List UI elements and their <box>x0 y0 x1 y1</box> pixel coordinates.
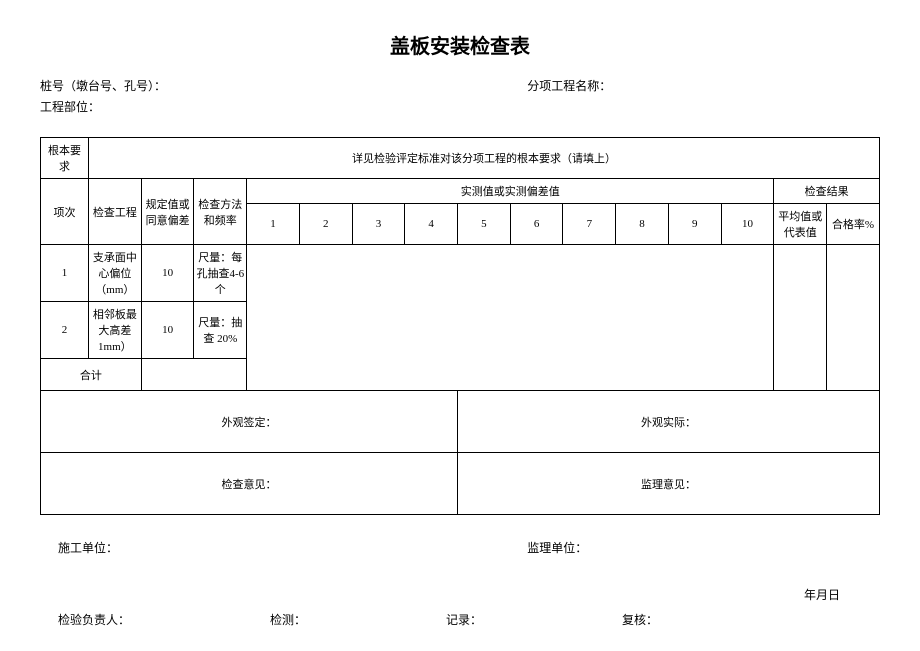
header-row-group: 项次 检查工程 规定值或同意偏差 检查方法和频率 实测值或实测偏差值 检查结果 <box>41 179 880 204</box>
empty-cell <box>141 359 194 391</box>
cell-spec: 10 <box>141 302 194 359</box>
requirement-row: 根本要求 详见检验评定标准对该分项工程的根本要求（请填上） <box>41 138 880 179</box>
col-measured-group: 实测值或实测偏差值 <box>247 179 774 204</box>
req-text: 详见检验评定标准对该分项工程的根本要求（请填上） <box>89 138 880 179</box>
table-row: 1 支承面中心偏位（mm） 10 尺量：每孔抽查4-6 个 <box>41 245 880 302</box>
cell-method: 尺量：抽查 20% <box>194 302 247 359</box>
review-label: 复核： <box>622 611 658 628</box>
col-n9: 9 <box>668 204 721 245</box>
check-opinion-cell: 检查意见： <box>41 453 458 515</box>
sign-cell: 外观签定： <box>41 391 458 453</box>
col-n2: 2 <box>299 204 352 245</box>
detect-label: 检测： <box>270 611 306 628</box>
units-row: 施工单位： 监理单位： <box>40 539 880 556</box>
cell-content: 相邻板最大高差1mm） <box>89 302 142 359</box>
dept-label: 工程部位： <box>40 98 880 115</box>
date-label: 年月日 <box>804 586 840 603</box>
header-row-1: 桩号（墩台号、孔号）： 分项工程名称： <box>40 77 880 94</box>
cell-content: 支承面中心偏位（mm） <box>89 245 142 302</box>
col-item: 项次 <box>41 179 89 245</box>
col-n4: 4 <box>405 204 458 245</box>
col-n7: 7 <box>563 204 616 245</box>
col-n3: 3 <box>352 204 405 245</box>
empty-cell <box>194 359 247 391</box>
cell-no: 1 <box>41 245 89 302</box>
responsible-label: 检验负责人： <box>58 611 130 628</box>
signature-line: 检验负责人： 检测： 记录： 复核： <box>40 611 880 628</box>
col-avg: 平均值或代表值 <box>774 204 827 245</box>
col-n10: 10 <box>721 204 774 245</box>
col-n5: 5 <box>458 204 511 245</box>
date-row: 年月日 <box>40 586 880 603</box>
col-n6: 6 <box>510 204 563 245</box>
supervise-opinion-cell: 监理意见： <box>458 453 880 515</box>
col-content: 检查工程 <box>89 179 142 245</box>
supervise-unit: 监理单位： <box>527 539 880 556</box>
subproj-label: 分项工程名称： <box>527 77 880 94</box>
cell-no: 2 <box>41 302 89 359</box>
measured-area <box>247 245 774 391</box>
record-label: 记录： <box>446 611 482 628</box>
avg-area <box>774 245 827 391</box>
actual-cell: 外观实际： <box>458 391 880 453</box>
cell-method: 尺量：每孔抽查4-6 个 <box>194 245 247 302</box>
opinion-row: 检查意见： 监理意见： <box>41 453 880 515</box>
pile-label: 桩号（墩台号、孔号）： <box>40 77 527 94</box>
col-rate: 合格率% <box>827 204 880 245</box>
rate-area <box>827 245 880 391</box>
col-result-group: 检查结果 <box>774 179 880 204</box>
col-n1: 1 <box>247 204 300 245</box>
col-spec: 规定值或同意偏差 <box>141 179 194 245</box>
cell-spec: 10 <box>141 245 194 302</box>
appearance-row: 外观签定： 外观实际： <box>41 391 880 453</box>
col-n8: 8 <box>616 204 669 245</box>
col-method: 检查方法和频率 <box>194 179 247 245</box>
req-label: 根本要求 <box>41 138 89 179</box>
page-title: 盖板安装检查表 <box>40 30 880 59</box>
total-label: 合计 <box>41 359 142 391</box>
construct-unit: 施工单位： <box>40 539 527 556</box>
inspection-table: 根本要求 详见检验评定标准对该分项工程的根本要求（请填上） 项次 检查工程 规定… <box>40 137 880 515</box>
